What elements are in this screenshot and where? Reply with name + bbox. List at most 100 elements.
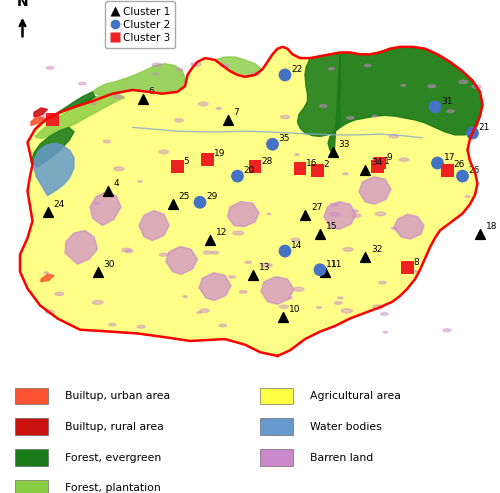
Text: N: N xyxy=(16,0,28,9)
FancyBboxPatch shape xyxy=(15,449,48,466)
Point xyxy=(206,236,214,244)
Polygon shape xyxy=(472,85,482,88)
Point xyxy=(281,247,289,255)
Text: 22: 22 xyxy=(291,65,302,74)
Polygon shape xyxy=(383,331,388,333)
Polygon shape xyxy=(262,263,272,267)
Polygon shape xyxy=(328,47,482,157)
Text: 28: 28 xyxy=(261,157,272,166)
Point xyxy=(234,172,241,180)
Polygon shape xyxy=(466,196,470,197)
Polygon shape xyxy=(334,302,342,305)
Polygon shape xyxy=(113,95,123,98)
Polygon shape xyxy=(55,292,64,296)
Text: Forest, evergreen: Forest, evergreen xyxy=(65,453,161,462)
Point xyxy=(104,187,112,195)
Point xyxy=(296,165,304,173)
Polygon shape xyxy=(183,296,188,297)
Point xyxy=(444,167,452,175)
Text: Water bodies: Water bodies xyxy=(310,422,382,432)
Polygon shape xyxy=(381,313,388,316)
FancyBboxPatch shape xyxy=(15,387,48,404)
Point xyxy=(281,71,289,79)
Polygon shape xyxy=(34,143,74,196)
Text: 14: 14 xyxy=(291,241,302,250)
Point xyxy=(316,230,324,238)
Text: 9: 9 xyxy=(386,153,392,162)
Text: 25: 25 xyxy=(178,192,190,201)
Polygon shape xyxy=(92,64,185,95)
Point xyxy=(404,264,411,272)
Point xyxy=(196,198,204,206)
Polygon shape xyxy=(216,107,222,109)
Polygon shape xyxy=(252,72,260,75)
Polygon shape xyxy=(364,64,371,67)
Point xyxy=(314,167,322,175)
Text: 35: 35 xyxy=(278,134,290,143)
Point xyxy=(361,253,369,261)
Polygon shape xyxy=(392,227,397,229)
Polygon shape xyxy=(220,64,229,67)
Polygon shape xyxy=(197,312,202,314)
Polygon shape xyxy=(46,67,54,70)
Point xyxy=(458,172,466,180)
Polygon shape xyxy=(200,204,206,206)
Point xyxy=(174,163,182,171)
Polygon shape xyxy=(329,68,335,70)
Polygon shape xyxy=(160,150,168,154)
Polygon shape xyxy=(34,108,48,117)
Polygon shape xyxy=(342,309,352,313)
Polygon shape xyxy=(443,329,451,332)
Polygon shape xyxy=(352,214,361,217)
Polygon shape xyxy=(20,47,482,356)
Polygon shape xyxy=(295,154,300,155)
Point xyxy=(138,95,146,103)
Point xyxy=(374,163,382,171)
Polygon shape xyxy=(46,310,55,314)
Polygon shape xyxy=(92,300,104,305)
Polygon shape xyxy=(204,251,212,254)
Point xyxy=(301,211,309,219)
Polygon shape xyxy=(330,212,340,216)
Point xyxy=(468,129,476,137)
Polygon shape xyxy=(199,273,231,301)
Polygon shape xyxy=(376,212,386,216)
Polygon shape xyxy=(198,102,208,106)
Text: 5: 5 xyxy=(184,157,189,166)
Polygon shape xyxy=(390,135,399,138)
Polygon shape xyxy=(284,251,288,252)
Point xyxy=(168,200,176,208)
Polygon shape xyxy=(379,281,386,284)
Text: 31: 31 xyxy=(441,97,452,106)
Polygon shape xyxy=(153,73,158,75)
Text: 17: 17 xyxy=(444,153,455,162)
Text: 8: 8 xyxy=(414,258,419,267)
Polygon shape xyxy=(191,63,202,67)
Polygon shape xyxy=(267,213,271,214)
Polygon shape xyxy=(122,248,132,252)
Polygon shape xyxy=(79,82,86,85)
Polygon shape xyxy=(139,211,169,241)
Polygon shape xyxy=(233,231,244,235)
Point xyxy=(248,272,256,280)
Text: 21: 21 xyxy=(478,123,490,132)
Polygon shape xyxy=(400,158,409,162)
Point xyxy=(94,268,102,276)
Point xyxy=(476,230,484,238)
Polygon shape xyxy=(320,105,327,107)
Point xyxy=(224,116,232,124)
Polygon shape xyxy=(292,238,300,242)
Polygon shape xyxy=(94,203,100,205)
Text: Builtup, urban area: Builtup, urban area xyxy=(65,391,170,401)
Polygon shape xyxy=(428,85,436,88)
Polygon shape xyxy=(261,277,294,304)
Point xyxy=(44,208,52,215)
Polygon shape xyxy=(90,192,121,226)
Polygon shape xyxy=(402,84,406,86)
Point xyxy=(431,103,439,111)
Polygon shape xyxy=(212,251,219,254)
Text: 24: 24 xyxy=(54,200,65,209)
Text: 26: 26 xyxy=(454,161,465,170)
Point xyxy=(434,159,442,167)
Polygon shape xyxy=(152,63,162,67)
